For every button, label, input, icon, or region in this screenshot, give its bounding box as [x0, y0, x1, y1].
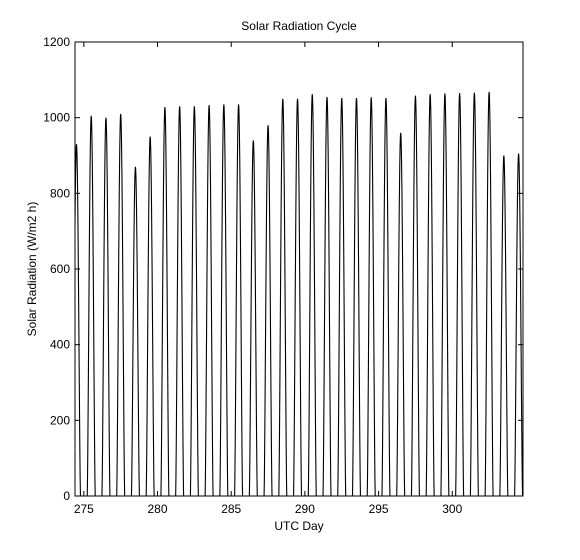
y-tick-label: 0	[63, 489, 70, 503]
y-tick-label: 200	[50, 413, 70, 427]
series-line	[75, 91, 523, 496]
x-tick-label: 295	[369, 502, 389, 516]
y-tick-label: 1000	[43, 111, 70, 125]
x-tick-label: 285	[221, 502, 241, 516]
y-tick-label: 600	[50, 262, 70, 276]
x-tick-label: 300	[442, 502, 462, 516]
y-axis-title: Solar Radiation (W/m2 h)	[25, 202, 39, 337]
x-tick-label: 290	[295, 502, 315, 516]
plot-area: 275 280 285 290 295 300 0 200 400 600 800 1000 1200	[43, 35, 524, 516]
x-tick-label: 275	[74, 502, 94, 516]
y-tick-label: 400	[50, 338, 70, 352]
y-tick-label: 1200	[43, 35, 70, 49]
y-tick-label: 800	[50, 186, 70, 200]
x-tick-label: 280	[148, 502, 168, 516]
x-axis-title: UTC Day	[274, 519, 323, 533]
chart-title: Solar Radiation Cycle	[241, 19, 357, 33]
